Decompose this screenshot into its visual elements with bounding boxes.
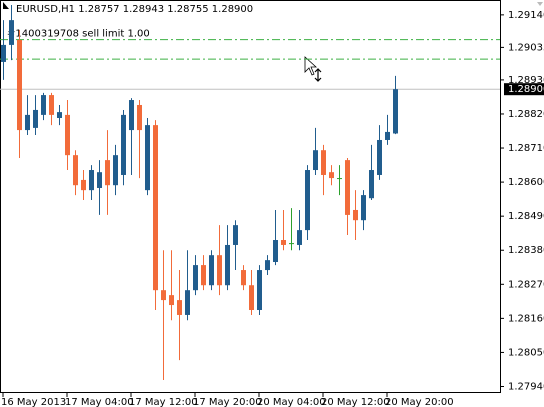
x-tick-label: 20 May 04:00	[257, 397, 326, 407]
candle-body	[249, 285, 254, 311]
candle-body	[377, 139, 382, 175]
candle-body	[345, 160, 350, 215]
candle-body	[97, 172, 102, 188]
y-tick-label: 1.28160	[508, 313, 544, 324]
candle-body	[257, 270, 262, 311]
candle-body	[385, 131, 390, 140]
candle-body	[73, 155, 78, 186]
candle-body	[265, 260, 270, 271]
y-tick-label: 1.28930	[508, 75, 544, 86]
x-tick-label: 20 May 12:00	[321, 397, 390, 407]
candle-body	[217, 255, 222, 286]
price-label: 1.28900	[508, 84, 544, 95]
candle-body	[105, 160, 110, 186]
y-tick-label: 1.27940	[508, 381, 544, 392]
order-annotation: #1400319708 sell limit 1.00	[7, 29, 150, 40]
cursor	[304, 56, 318, 76]
candle-body	[361, 195, 366, 221]
candle-body	[161, 290, 166, 301]
candle-body	[297, 230, 302, 245]
candle-body	[273, 240, 278, 262]
candle-body	[1, 44, 6, 62]
candle-body	[369, 170, 374, 199]
candle-body	[305, 170, 310, 231]
candle-body	[49, 95, 54, 115]
candle-body	[137, 104, 142, 131]
candle-body	[289, 243, 294, 245]
candle-body	[33, 109, 38, 128]
y-tick-label: 1.28710	[508, 143, 544, 154]
candle-body	[113, 155, 118, 186]
candle-body	[177, 300, 182, 315]
collapse-icon	[3, 2, 9, 9]
candle-body	[129, 100, 134, 131]
candle-body	[321, 150, 326, 175]
candle-body	[57, 112, 62, 118]
x-tick-label: 17 May 20:00	[193, 397, 262, 407]
x-tick-label: 17 May 12:00	[129, 397, 198, 407]
candle-body	[225, 244, 230, 286]
candle-body	[81, 179, 86, 191]
y-tick-label: 1.28600	[508, 177, 544, 188]
candle-body	[329, 172, 334, 179]
x-tick-label: 16 May 2013	[1, 397, 66, 407]
candle-body	[25, 114, 30, 131]
candle-body	[185, 290, 190, 315]
candle-body	[41, 95, 46, 115]
candle-body	[241, 270, 246, 286]
candle-body	[201, 265, 206, 286]
y-tick-label: 1.29140	[508, 10, 544, 21]
candle-body	[353, 209, 358, 221]
candle-body	[145, 125, 150, 191]
menu-icon	[537, 2, 543, 6]
y-tick-label: 1.28270	[508, 279, 544, 290]
candle-body	[337, 178, 342, 180]
y-tick-label: 1.28380	[508, 245, 544, 256]
candle-body	[9, 20, 14, 45]
candle-body	[193, 265, 198, 291]
y-tick-label: 1.28490	[508, 211, 544, 222]
candle-body	[313, 150, 318, 171]
price-label-box	[504, 83, 544, 96]
candle-body	[209, 255, 214, 286]
candle-body	[393, 89, 398, 134]
y-tick-label: 1.28050	[508, 347, 544, 358]
candle-body	[89, 170, 94, 191]
chart-title: EURUSD,H1 1.28757 1.28943 1.28755 1.2890…	[16, 4, 253, 15]
y-tick-label: 1.29035	[508, 42, 544, 53]
candle-body	[121, 114, 126, 175]
candle-body	[65, 114, 70, 156]
cursor-resize	[314, 68, 322, 82]
candle-body	[153, 125, 158, 291]
x-tick-label: 20 May 20:00	[385, 397, 454, 407]
candle-body	[169, 295, 174, 306]
candle-body	[17, 39, 22, 131]
candle-body	[281, 240, 286, 245]
x-tick-label: 17 May 04:00	[65, 397, 134, 407]
y-tick-label: 1.28820	[508, 109, 544, 120]
candle-body	[233, 225, 238, 245]
